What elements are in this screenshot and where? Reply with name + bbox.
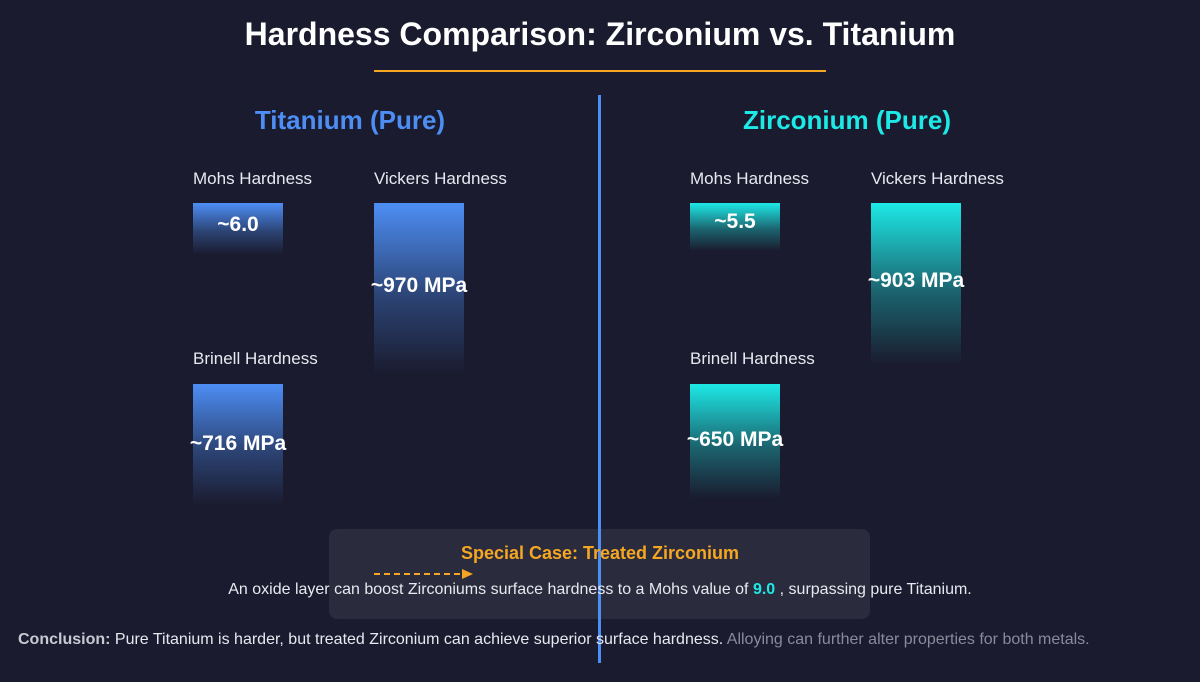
special-text: An oxide layer can boost Zirconiums surf… bbox=[0, 581, 1200, 599]
metric-label: Vickers Hardness bbox=[374, 169, 507, 188]
metric-value: ~903 MPa bbox=[867, 269, 965, 292]
panel-title: Zirconium (Pure) bbox=[742, 105, 951, 135]
conclusion-note: Alloying can further alter properties fo… bbox=[726, 631, 1090, 648]
page-title: Hardness Comparison: Zirconium vs. Titan… bbox=[244, 16, 956, 52]
special-text-after: , surpassing pure Titanium. bbox=[779, 581, 972, 598]
metric-bar bbox=[690, 203, 780, 251]
metric-label: Brinell Hardness bbox=[690, 349, 815, 368]
conclusion: Conclusion: Pure Titanium is harder, but… bbox=[18, 631, 1090, 649]
panel-title: Titanium (Pure) bbox=[254, 105, 446, 135]
divider bbox=[598, 95, 601, 663]
metric-label: Mohs Hardness bbox=[690, 169, 810, 188]
special-highlight: 9.0 bbox=[752, 581, 776, 598]
special-text-before: An oxide layer can boost Zirconiums surf… bbox=[228, 581, 749, 598]
metric-bar bbox=[193, 384, 283, 506]
metric-bar bbox=[871, 203, 961, 365]
metric-label: Brinell Hardness bbox=[193, 349, 318, 368]
conclusion-label: Conclusion: bbox=[18, 631, 111, 648]
metric-value: ~6.0 bbox=[217, 213, 259, 236]
metric-value: ~5.5 bbox=[714, 210, 756, 233]
special-title: Special Case: Treated Zirconium bbox=[460, 543, 740, 563]
metric-label: Vickers Hardness bbox=[871, 169, 1004, 188]
metric-value: ~970 MPa bbox=[370, 274, 468, 297]
title-underline bbox=[374, 70, 826, 72]
arrow bbox=[374, 569, 473, 579]
metric-bar bbox=[690, 384, 780, 499]
metric-bar bbox=[374, 203, 464, 375]
metric-value: ~650 MPa bbox=[686, 428, 784, 451]
conclusion-text: Pure Titanium is harder, but treated Zir… bbox=[114, 631, 724, 648]
metric-value: ~716 MPa bbox=[189, 432, 287, 455]
metric-bar bbox=[193, 203, 283, 255]
metric-label: Mohs Hardness bbox=[193, 169, 313, 188]
